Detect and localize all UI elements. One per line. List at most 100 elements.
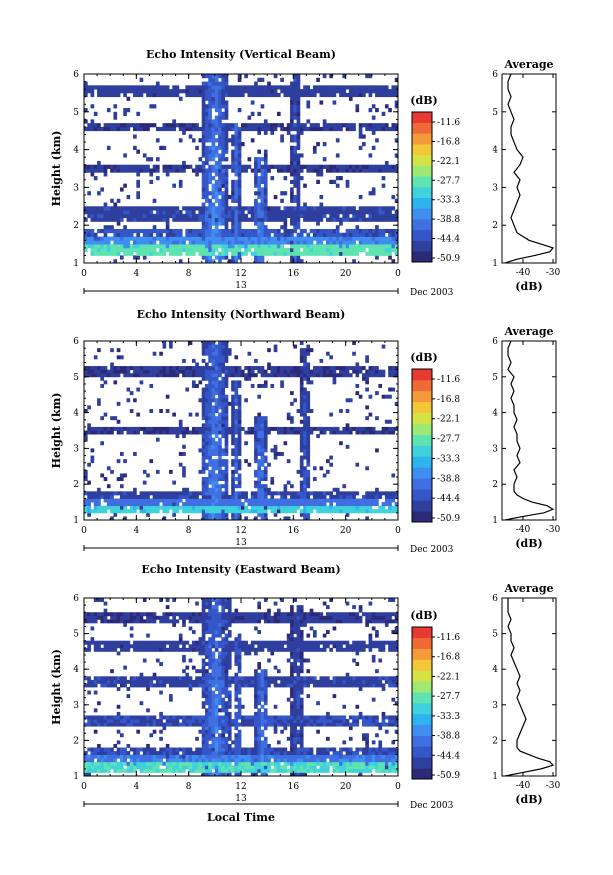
heatmap-cell bbox=[303, 487, 307, 492]
heatmap-cell bbox=[172, 183, 176, 188]
heatmap-cell bbox=[169, 765, 173, 770]
heatmap-cell bbox=[182, 160, 186, 166]
heatmap-cell bbox=[116, 640, 121, 645]
heatmap-cell bbox=[84, 502, 88, 507]
heatmap-cell bbox=[218, 96, 222, 101]
heatmap-cell bbox=[299, 366, 304, 371]
colorbar-segment bbox=[412, 240, 432, 252]
heatmap-cell bbox=[159, 145, 163, 150]
heatmap-cell bbox=[319, 202, 324, 207]
heatmap-cell bbox=[214, 228, 219, 234]
heatmap-cell bbox=[113, 168, 118, 173]
heatmap-cell bbox=[339, 85, 343, 90]
heatmap-cell bbox=[100, 213, 105, 219]
heatmap-cell bbox=[110, 210, 114, 215]
heatmap-cell bbox=[322, 244, 327, 249]
heatmap-cell bbox=[221, 419, 226, 424]
heatmap-cell bbox=[273, 228, 278, 234]
heatmap-cell bbox=[123, 715, 127, 720]
heatmap-cell bbox=[198, 469, 203, 474]
heatmap-cell bbox=[237, 502, 242, 507]
heatmap-cell bbox=[224, 491, 229, 496]
heatmap-cell bbox=[227, 206, 232, 211]
heatmap-cell bbox=[322, 369, 327, 374]
heatmap-cell bbox=[257, 434, 262, 439]
heatmap-cell bbox=[162, 92, 167, 98]
heatmap-cell bbox=[149, 676, 154, 681]
heatmap-cell bbox=[221, 341, 226, 345]
heatmap-cell bbox=[201, 409, 206, 413]
y-tick-label: 3 bbox=[73, 183, 79, 193]
heatmap-cell bbox=[195, 412, 199, 417]
heatmap-cell bbox=[211, 74, 216, 79]
heatmap-cell bbox=[214, 387, 219, 392]
colorbar-segment bbox=[412, 489, 432, 501]
heatmap-cell bbox=[335, 505, 340, 510]
heatmap-cell bbox=[299, 358, 304, 363]
heatmap-cell bbox=[231, 383, 235, 388]
heatmap-cell bbox=[335, 225, 340, 230]
heatmap-cell bbox=[306, 247, 311, 253]
colorbar-tick-label: -38.8 bbox=[437, 215, 460, 225]
heatmap-cell bbox=[384, 92, 389, 98]
heatmap-cell bbox=[97, 164, 101, 169]
heatmap-cell bbox=[257, 437, 262, 442]
heatmap-cell bbox=[119, 754, 124, 759]
heatmap-cell bbox=[326, 244, 330, 249]
heatmap-cell bbox=[224, 344, 229, 349]
heatmap-cell bbox=[342, 74, 347, 79]
heatmap-cell bbox=[237, 412, 242, 417]
heatmap-cell bbox=[113, 758, 118, 763]
heatmap-cell bbox=[139, 247, 144, 253]
heatmap-cell bbox=[84, 434, 88, 439]
heatmap-cell bbox=[345, 366, 350, 371]
heatmap-cell bbox=[100, 210, 105, 215]
heatmap-cell bbox=[365, 466, 369, 471]
heatmap-cell bbox=[355, 104, 360, 109]
heatmap-cell bbox=[231, 494, 235, 499]
heatmap-cell bbox=[185, 251, 190, 256]
heatmap-cell bbox=[146, 92, 150, 98]
panel-2: Echo Intensity (Northward Beam)123456Hei… bbox=[50, 308, 561, 555]
heatmap-cell bbox=[182, 502, 186, 507]
heatmap-cell bbox=[155, 176, 160, 181]
heatmap-cell bbox=[208, 502, 212, 507]
heatmap-cell bbox=[201, 138, 206, 143]
heatmap-cell bbox=[348, 228, 353, 234]
heatmap-cell bbox=[103, 722, 108, 727]
heatmap-cell bbox=[155, 719, 160, 723]
heatmap-cell bbox=[133, 640, 137, 645]
heatmap-cell bbox=[296, 81, 301, 86]
heatmap-cell bbox=[159, 244, 163, 249]
heatmap-cell bbox=[352, 351, 356, 356]
heatmap-cell bbox=[136, 194, 140, 200]
heatmap-cell bbox=[93, 498, 98, 503]
heatmap-cell bbox=[335, 236, 340, 241]
heatmap-cell bbox=[191, 722, 196, 727]
heatmap-cell bbox=[224, 228, 229, 234]
heatmap-cell bbox=[221, 77, 226, 82]
heatmap-cell bbox=[355, 366, 360, 371]
heatmap-cell bbox=[126, 108, 131, 113]
heatmap-cell bbox=[231, 441, 235, 446]
heatmap-cell bbox=[146, 164, 150, 169]
heatmap-cell bbox=[378, 240, 383, 245]
heatmap-cell bbox=[211, 81, 216, 86]
heatmap-cell bbox=[296, 172, 301, 177]
heatmap-cell bbox=[391, 89, 396, 94]
heatmap-cell bbox=[296, 145, 301, 150]
heatmap-cell bbox=[280, 210, 284, 215]
heatmap-cell bbox=[296, 96, 301, 101]
heatmap-cell bbox=[326, 498, 330, 503]
heatmap-cell bbox=[169, 123, 173, 128]
heatmap-cell bbox=[368, 123, 373, 128]
heatmap-cell bbox=[87, 213, 91, 219]
heatmap-cell bbox=[178, 126, 183, 132]
heatmap-cell bbox=[97, 761, 101, 766]
heatmap-cell bbox=[293, 244, 297, 249]
heatmap-cell bbox=[247, 498, 252, 503]
heatmap-cell bbox=[276, 206, 281, 211]
heatmap-cell bbox=[335, 487, 340, 492]
heatmap-cell bbox=[221, 362, 226, 367]
heatmap-cell bbox=[375, 369, 379, 374]
